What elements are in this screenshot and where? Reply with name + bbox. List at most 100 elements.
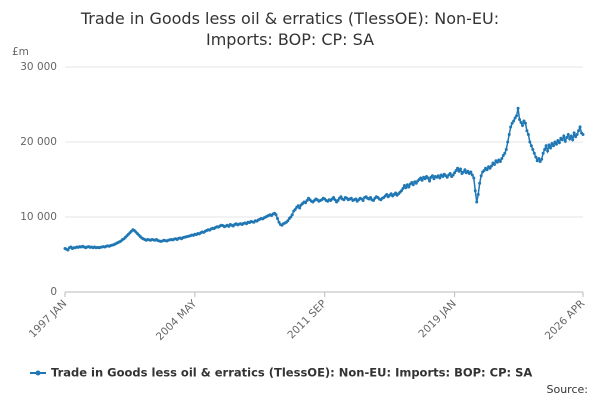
point <box>581 133 585 136</box>
point <box>522 119 526 123</box>
point <box>407 185 411 189</box>
point <box>501 154 505 157</box>
point <box>456 166 460 170</box>
chart-title: Trade in Goods less oil & erratics (Tles… <box>80 9 500 49</box>
point <box>472 176 476 180</box>
point <box>512 119 516 123</box>
point <box>523 121 527 125</box>
point <box>401 187 405 190</box>
point <box>546 149 550 153</box>
point <box>485 168 489 172</box>
point <box>578 125 582 129</box>
point <box>414 181 418 185</box>
point <box>463 168 467 172</box>
point <box>531 148 535 151</box>
point <box>476 193 480 196</box>
point <box>554 142 558 146</box>
point <box>293 208 297 211</box>
point <box>473 189 477 193</box>
point <box>528 140 532 144</box>
markers <box>63 106 585 252</box>
y-unit: £m <box>12 46 29 58</box>
point <box>361 199 365 202</box>
point <box>436 174 440 178</box>
point <box>475 200 479 204</box>
point <box>411 183 415 187</box>
point <box>274 213 278 217</box>
point <box>566 133 570 136</box>
point <box>441 175 445 178</box>
point <box>402 184 406 187</box>
point <box>445 175 449 179</box>
point <box>66 248 70 252</box>
point <box>448 172 452 175</box>
point <box>488 166 492 170</box>
point <box>568 137 572 141</box>
point <box>500 157 504 160</box>
point <box>538 160 542 163</box>
point <box>516 106 520 110</box>
point <box>457 169 461 173</box>
point <box>342 198 346 202</box>
series-line <box>64 108 584 251</box>
point <box>482 169 486 172</box>
point <box>565 136 569 139</box>
point <box>572 131 576 135</box>
point <box>420 178 424 182</box>
point <box>513 116 517 120</box>
point <box>432 177 436 181</box>
point <box>506 140 510 144</box>
point <box>368 196 372 199</box>
point <box>571 138 575 142</box>
point <box>410 181 414 184</box>
point <box>551 144 555 148</box>
point <box>525 129 529 133</box>
point <box>518 118 522 121</box>
point <box>478 181 482 185</box>
point <box>428 179 432 183</box>
point <box>540 157 544 161</box>
point <box>453 171 457 175</box>
point <box>385 193 389 196</box>
x-tick-label: 2026 APR <box>543 298 587 342</box>
point <box>560 138 564 142</box>
point <box>470 173 474 177</box>
point <box>394 191 398 195</box>
point <box>520 124 524 127</box>
y-tick-label: 0 <box>50 286 57 298</box>
point <box>305 199 309 202</box>
point <box>332 196 336 199</box>
point <box>405 183 409 187</box>
y-tick-label: 30 000 <box>20 61 57 73</box>
point <box>451 173 455 177</box>
point <box>490 164 494 168</box>
point <box>389 192 393 196</box>
point <box>569 134 573 138</box>
point <box>574 135 578 139</box>
point <box>336 199 340 202</box>
point <box>556 139 560 142</box>
point <box>399 189 403 193</box>
legend-marker <box>35 370 41 376</box>
source: Source: <box>547 383 589 396</box>
point <box>459 167 463 171</box>
point <box>333 198 337 202</box>
point <box>503 151 507 155</box>
point <box>461 170 465 174</box>
point <box>510 121 514 125</box>
point <box>469 170 473 174</box>
point <box>550 142 554 145</box>
point <box>575 133 579 136</box>
point <box>509 125 513 129</box>
point <box>537 157 541 160</box>
point <box>349 196 353 200</box>
legend-label: Trade in Goods less oil & erratics (Tles… <box>51 366 532 380</box>
point <box>289 215 293 219</box>
point <box>479 174 483 178</box>
x-tick-label: 2019 JAN <box>416 298 458 340</box>
point <box>532 151 536 155</box>
point <box>534 155 538 159</box>
point <box>498 160 502 163</box>
